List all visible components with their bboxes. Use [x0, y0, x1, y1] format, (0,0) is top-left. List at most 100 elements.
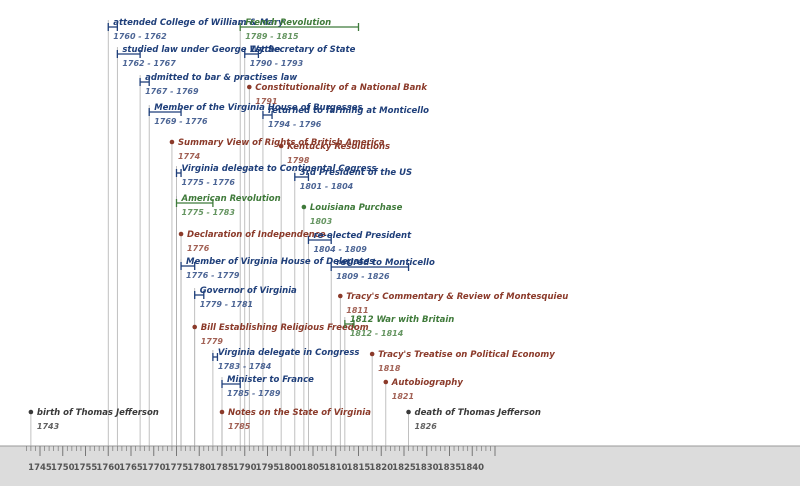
tick-label-1785: 1785 [210, 463, 234, 473]
entry-label: studied law under George Wythe [122, 45, 280, 55]
tick-label-1830: 1830 [415, 463, 439, 473]
event-marker [278, 143, 284, 149]
entry-label: Tracy's Treatise on Political Economy [378, 350, 555, 360]
entry-dates: 1767 - 1769 [145, 87, 199, 96]
entry-label: 3rd President of the US [300, 168, 412, 178]
entry-label: Summary View of Rights of British Americ… [178, 138, 385, 148]
tick-label-1805: 1805 [301, 463, 325, 473]
tick-label-1780: 1780 [187, 463, 211, 473]
entry-label: Louisiana Purchase [310, 203, 403, 213]
entry-label: Declaration of Independence [187, 230, 326, 240]
entry-dates: 1826 [415, 422, 438, 431]
entry-dates: 1779 - 1781 [200, 300, 253, 309]
entry-retired-to-monticello: retired to Monticello 1809 - 1826 [330, 258, 435, 281]
event-marker [28, 409, 34, 415]
entry-label: re-elected President [313, 231, 412, 241]
entry-member-of-virginia-house-of-delegates: Member of Virginia House of Delegates 177… [180, 257, 374, 280]
entry-dates: 1783 - 1784 [218, 362, 272, 371]
entry-label: Member of Virginia House of Delegates [186, 257, 374, 267]
entry-constitutionality-of-a-national-bank: Constitutionality of a National Bank 1791 [247, 83, 428, 106]
entry-dates: 1804 - 1809 [313, 245, 367, 254]
entry-dates: 1760 - 1762 [113, 32, 167, 41]
event-marker [406, 409, 411, 415]
entry-label: Autobiography [391, 378, 464, 388]
entry-label: Tracy's Commentary & Review of Montesqui… [346, 292, 568, 302]
event-marker [383, 379, 389, 385]
tick-label-1835: 1835 [438, 463, 462, 473]
entry-dates: 1803 [310, 217, 333, 226]
tick-label-1790: 1790 [233, 463, 257, 473]
entry-dates: 1809 - 1826 [336, 272, 390, 281]
entry-dates: 1791 [255, 97, 277, 106]
entry-label: Bill Establishing Religious Freedom [201, 323, 369, 333]
entry-member-of-the-virginia-house-of-burgesses: Member of the Virginia House of Burgesse… [148, 103, 363, 126]
entry-label: attended College of William & Mary [113, 18, 284, 28]
entry-dates: 1779 [201, 337, 224, 346]
tick-label-1800: 1800 [278, 463, 302, 473]
entry-label: admitted to bar & practises law [145, 73, 297, 83]
entry-label: Constitutionality of a National Bank [255, 83, 428, 93]
tick-label-1755: 1755 [74, 463, 98, 473]
entry-label: Notes on the State of Virginia [228, 408, 371, 418]
entry-label: Virginia delegate in Congress [218, 348, 360, 358]
event-marker [192, 324, 197, 330]
entry-label: Minister to France [227, 375, 314, 385]
entry-virginia-delegate-to-continental-cogress: Virginia delegate to Continental Cogress… [175, 164, 377, 187]
tick-label-1765: 1765 [119, 463, 143, 473]
entry-label: Member of the Virginia House of Burgesse… [154, 103, 362, 113]
entry-attended-college-of-william-mary: attended College of William & Mary 1760 -… [107, 18, 284, 41]
entry-studied-law-under-george-wythe: studied law under George Wythe 1762 - 176… [116, 45, 281, 68]
entry-dates: 1762 - 1767 [122, 59, 176, 68]
tick-label-1810: 1810 [324, 463, 348, 473]
entry-label: Virginia delegate to Continental Cogress [182, 164, 377, 174]
timeline-entries: attended College of William & Mary 1760 -… [28, 18, 568, 431]
tick-label-1840: 1840 [460, 463, 484, 473]
entry-summary-view-of-rights-of-british-america: Summary View of Rights of British Americ… [169, 138, 385, 161]
tick-label-1820: 1820 [369, 463, 393, 473]
entry-dates: 1785 [228, 422, 251, 431]
entry-birth-of-thomas-jefferson: birth of Thomas Jefferson 1743 [28, 408, 159, 431]
tick-label-1775: 1775 [165, 463, 189, 473]
entry-french-revolution: French Revolution 1789 - 1815 [239, 18, 360, 41]
entry-dates: 1775 - 1783 [182, 208, 236, 217]
entry-dates: 1821 [392, 392, 414, 401]
entry-dates: 1794 - 1796 [268, 120, 322, 129]
entry-virginia-delegate-in-congress: Virginia delegate in Congress 1783 - 1784 [212, 348, 360, 371]
entry-tracy-s-commentary-review-of-montesquieu: Tracy's Commentary & Review of Montesqui… [338, 292, 568, 315]
entry-notes-on-the-state-of-virginia: Notes on the State of Virginia 1785 [219, 408, 371, 431]
entry-minister-to-france: Minister to France 1785 - 1789 [221, 375, 314, 398]
entry-label: birth of Thomas Jefferson [37, 408, 159, 418]
entry-label: Governor of Virginia [200, 286, 297, 296]
entry-louisiana-purchase: Louisiana Purchase 1803 [301, 203, 403, 226]
tick-label-1795: 1795 [256, 463, 280, 473]
entry-declaration-of-independence: Declaration of Independence 1776 [178, 230, 326, 253]
event-marker [369, 351, 375, 357]
event-marker [169, 139, 175, 145]
event-marker [247, 84, 252, 90]
event-marker [301, 204, 307, 210]
entry-tracy-s-treatise-on-political-economy: Tracy's Treatise on Political Economy 181… [369, 350, 555, 373]
entry-american-revolution: American Revolution 1775 - 1783 [175, 194, 281, 217]
entry-dates: 1785 - 1789 [227, 389, 281, 398]
entry-returned-to-farming-at-monticello: returned to farming at Monticello 1794 - … [262, 106, 429, 129]
entry-re-elected-president: re-elected President 1804 - 1809 [307, 231, 412, 254]
entry-admitted-to-bar-practises-law: admitted to bar & practises law 1767 - 17… [139, 73, 297, 96]
entry-dates: 1789 - 1815 [245, 32, 299, 41]
event-marker [338, 293, 343, 299]
event-marker [178, 231, 184, 237]
entry-dates: 1811 [346, 306, 368, 315]
entry-kentucky-resolutions: Kentucky Resolutions 1798 [278, 142, 390, 165]
entry-dates: 1801 - 1804 [300, 182, 354, 191]
entry-label: 1st Secretary of State [250, 45, 356, 55]
tick-label-1815: 1815 [347, 463, 371, 473]
entry-dates: 1769 - 1776 [154, 117, 208, 126]
axis-band [0, 446, 800, 486]
entry-label: death of Thomas Jefferson [415, 408, 541, 418]
tick-label-1825: 1825 [392, 463, 416, 473]
entry-dates: 1775 - 1776 [182, 178, 236, 187]
entry-dates: 1743 [37, 422, 60, 431]
entry-label: French Revolution [245, 18, 331, 28]
entry-dates: 1798 [287, 156, 310, 165]
entry-dates: 1776 [187, 244, 210, 253]
